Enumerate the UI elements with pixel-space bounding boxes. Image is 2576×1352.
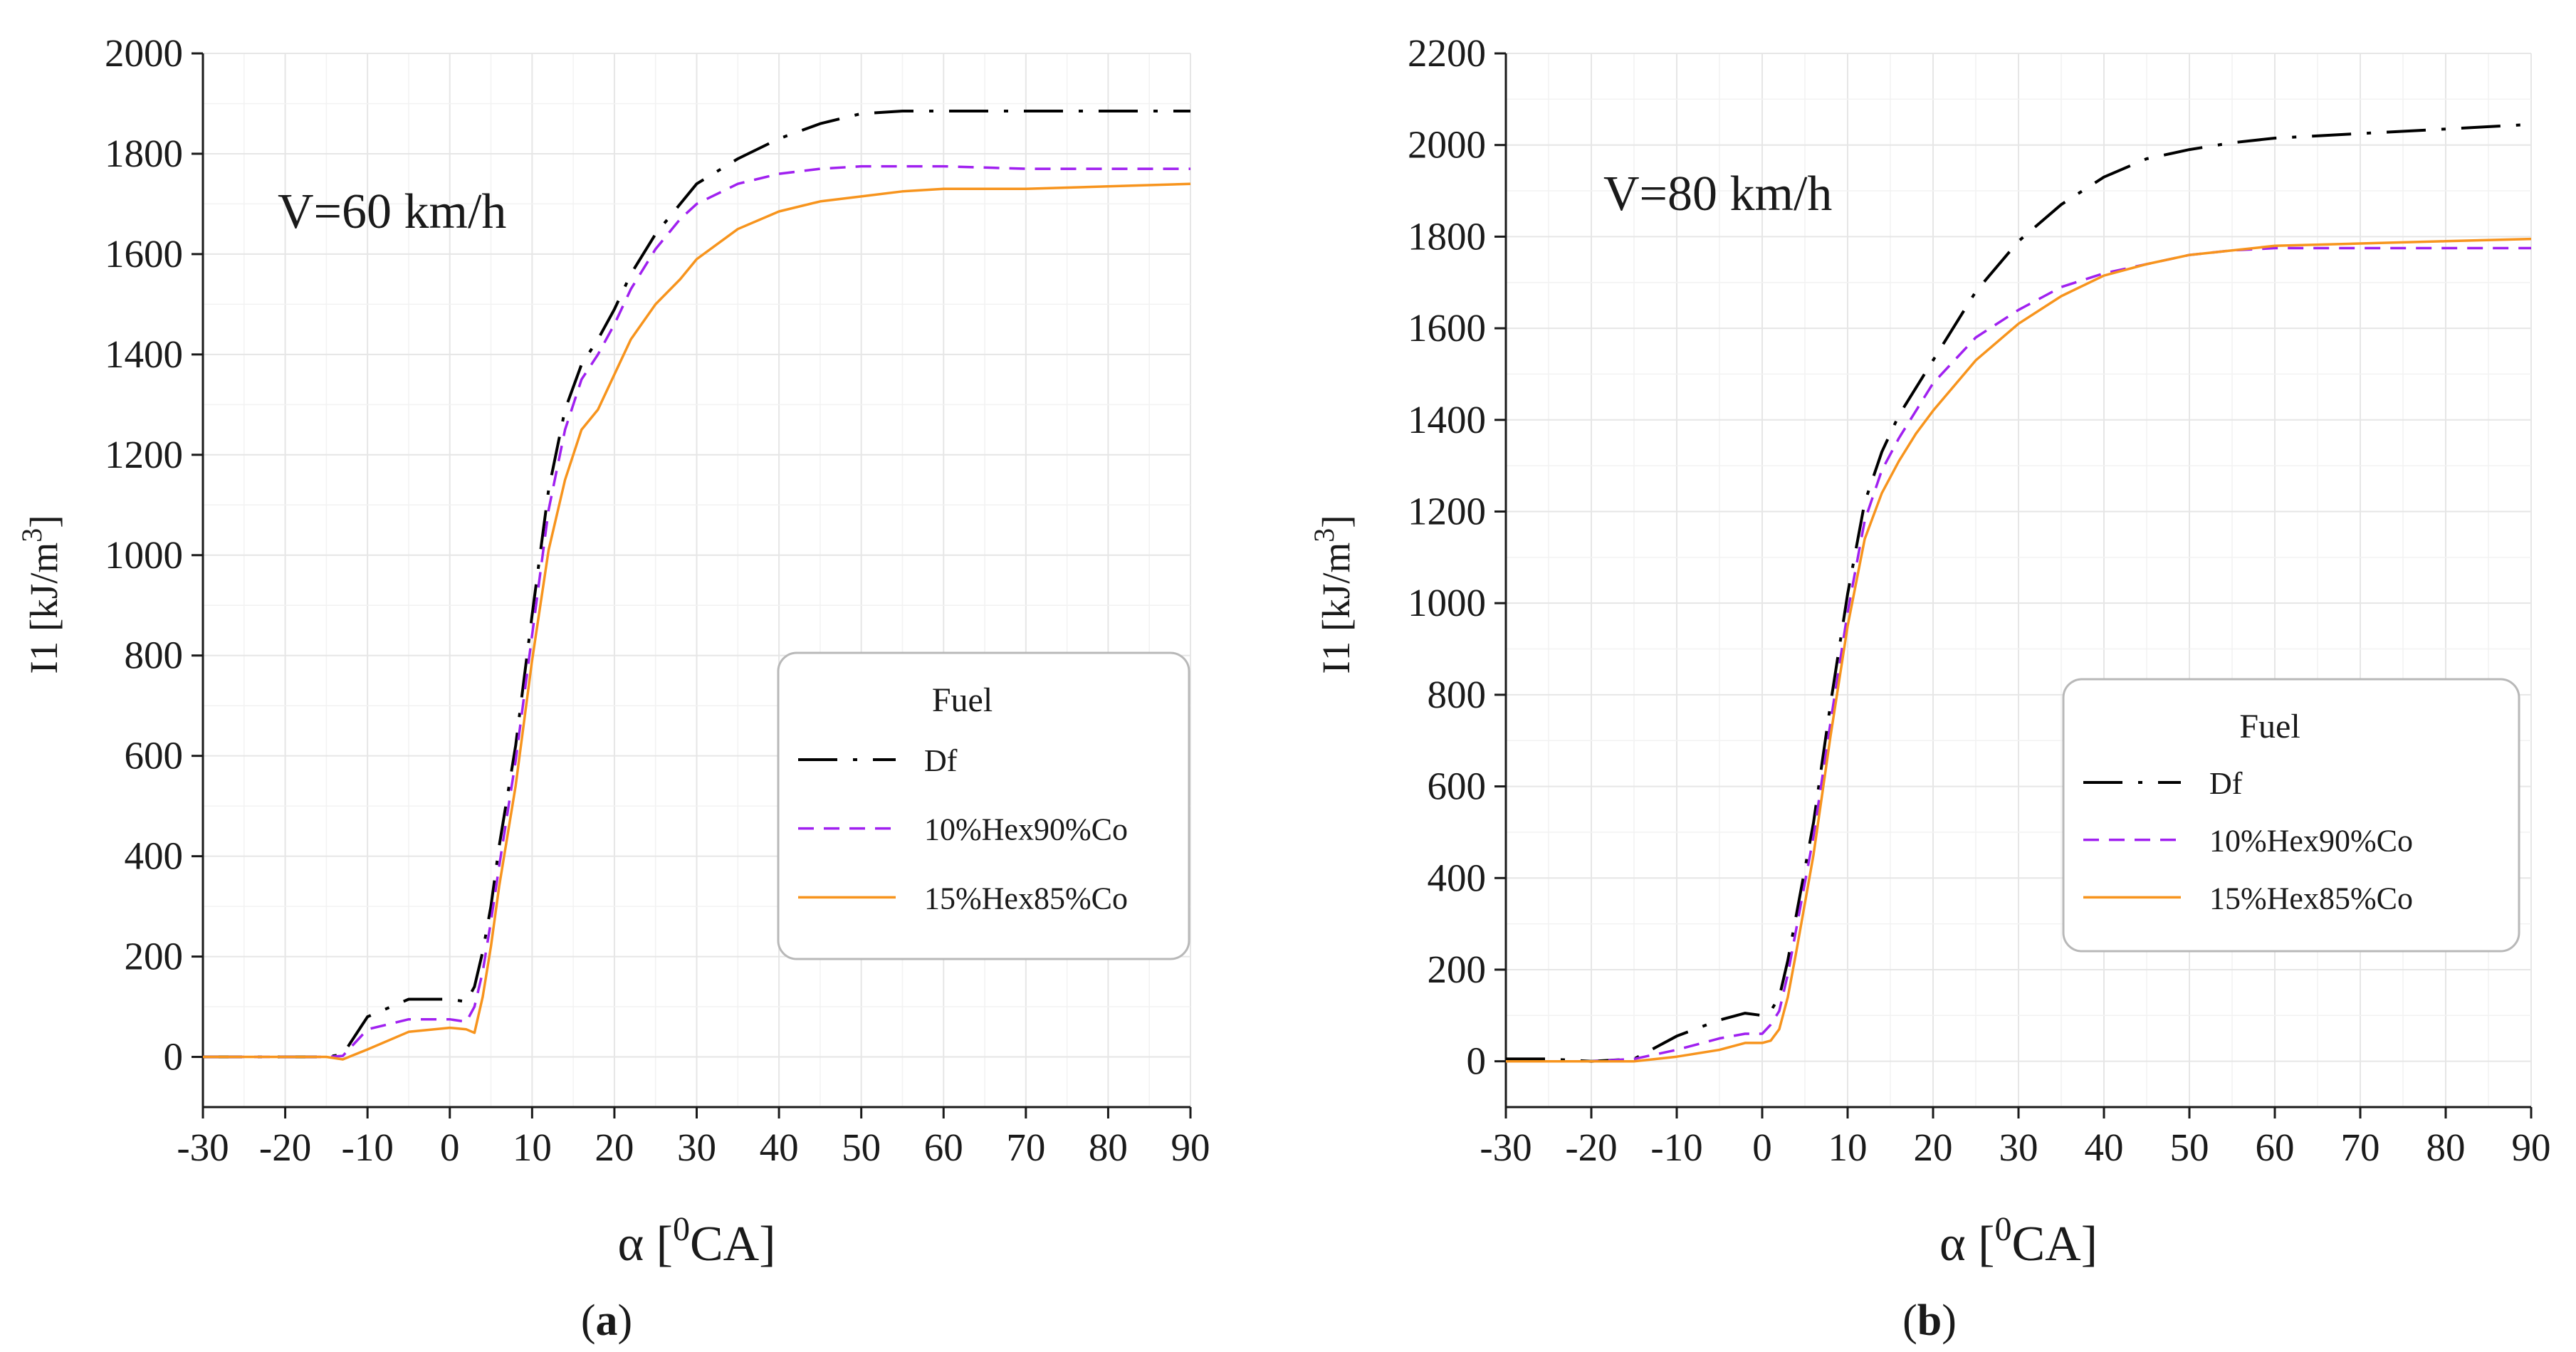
series-line-hex10 xyxy=(203,164,1190,1059)
x-tick-label: -30 xyxy=(177,1126,229,1169)
legend-entry-df: Df xyxy=(924,743,958,778)
y-tick-label: 1200 xyxy=(1408,489,1486,533)
x-tick-label: 90 xyxy=(1171,1126,1210,1169)
panel-caption: (b) xyxy=(1902,1296,1957,1345)
y-tick-label: 1600 xyxy=(105,232,183,276)
y-tick-label: 0 xyxy=(1467,1039,1487,1083)
x-axis-title-alpha: α xyxy=(617,1217,644,1272)
x-axis-title-open: [ xyxy=(644,1217,673,1272)
x-axis-title-unit: CA] xyxy=(690,1217,776,1272)
x-tick-label: 40 xyxy=(760,1126,799,1169)
legend-title: Fuel xyxy=(2239,708,2300,745)
legend-entry-hex15: 15%Hex85%Co xyxy=(924,881,1128,916)
y-tick-label: 0 xyxy=(164,1035,184,1079)
x-axis-title-alpha: α xyxy=(1939,1217,1966,1272)
x-tick-label: 10 xyxy=(513,1126,552,1169)
y-axis-title: I1 [kJ/m3] xyxy=(16,515,66,674)
legend: Fuel Df 10%Hex90%Co 15%Hex85%Co xyxy=(2062,678,2520,953)
x-tick-label: -10 xyxy=(342,1126,394,1169)
y-tick-label: 200 xyxy=(1428,948,1487,991)
caption-letter: a xyxy=(596,1296,618,1345)
speed-annotation: V=80 km/h xyxy=(1603,167,1832,221)
x-tick-label: 50 xyxy=(2170,1126,2209,1169)
x-tick-label: -20 xyxy=(1565,1126,1617,1169)
y-tick-label: 800 xyxy=(125,634,184,677)
y-tick-label: 1200 xyxy=(105,433,183,476)
gridlines xyxy=(1505,53,2532,1107)
x-axis-title: α [0CA] xyxy=(1939,1210,2098,1272)
x-tick-label: 50 xyxy=(842,1126,881,1169)
x-tick-label: -30 xyxy=(1480,1126,1532,1169)
x-tick-label: 70 xyxy=(1006,1126,1045,1169)
panel-caption: (a) xyxy=(581,1296,632,1345)
y-axis-title-sup: 3 xyxy=(16,528,48,543)
y-axis-title-close: ] xyxy=(1314,515,1358,528)
legend-box xyxy=(2062,678,2520,953)
y-tick-label: 1800 xyxy=(105,132,183,175)
x-tick-label: 10 xyxy=(1828,1126,1868,1169)
speed-annotation: V=60 km/h xyxy=(278,184,506,239)
y-tick-label: 1400 xyxy=(105,332,183,376)
x-tick-label: 30 xyxy=(677,1126,716,1169)
caption-letter: b xyxy=(1917,1296,1942,1345)
y-axis-title-main: I1 [kJ/m xyxy=(22,543,66,674)
x-axis-title: α [0CA] xyxy=(617,1210,775,1272)
x-axis-title-sup: 0 xyxy=(673,1210,690,1248)
x-tick-label: 80 xyxy=(2426,1126,2466,1169)
caption-open: ( xyxy=(581,1296,596,1345)
x-axis-title-open: [ xyxy=(1966,1217,1995,1272)
y-axis-title-main: I1 [kJ/m xyxy=(1314,543,1358,674)
y-tick-label: 2000 xyxy=(105,31,183,75)
legend-entry-hex10: 10%Hex90%Co xyxy=(2209,824,2413,859)
legend-entry-df: Df xyxy=(2209,766,2243,801)
series-group xyxy=(203,110,1191,1061)
series-group xyxy=(1506,122,2532,1063)
y-tick-label: 400 xyxy=(1428,856,1487,899)
y-tick-label: 1000 xyxy=(1408,581,1486,624)
x-axis-title-sup: 0 xyxy=(1994,1210,2011,1248)
y-axis-title: I1 [kJ/m3] xyxy=(1308,515,1358,674)
x-tick-label: 70 xyxy=(2341,1126,2380,1169)
y-axis-title-sup: 3 xyxy=(1308,528,1340,543)
y-tick-label: 600 xyxy=(1428,765,1487,808)
legend-entry-hex10: 10%Hex90%Co xyxy=(924,812,1128,847)
series-line-df xyxy=(1506,122,2532,1063)
x-tick-label: 30 xyxy=(1999,1126,2038,1169)
y-tick-label: 1400 xyxy=(1408,398,1486,441)
legend-title: Fuel xyxy=(932,681,993,719)
x-tick-label: 20 xyxy=(1914,1126,1953,1169)
x-tick-label: 60 xyxy=(924,1126,963,1169)
caption-open: ( xyxy=(1902,1296,1917,1345)
caption-close: ) xyxy=(618,1296,633,1345)
y-tick-label: 2000 xyxy=(1408,123,1486,167)
x-tick-label: 80 xyxy=(1089,1126,1128,1169)
x-tick-label: -20 xyxy=(259,1126,311,1169)
y-tick-label: 400 xyxy=(125,834,184,878)
x-tick-label: 20 xyxy=(595,1126,634,1169)
y-tick-label: 2200 xyxy=(1408,31,1486,75)
x-axis-title-unit: CA] xyxy=(2011,1217,2098,1272)
series-line-hex15 xyxy=(1506,237,2532,1063)
y-tick-label: 1600 xyxy=(1408,306,1486,350)
chart-panel-a: -30 -20 -10 0 10 20 30 40 50 60 70 80 90020040060080… xyxy=(16,31,1210,1345)
x-tick-label: 40 xyxy=(2085,1126,2124,1169)
y-tick-label: 1800 xyxy=(1408,214,1486,258)
y-tick-label: 600 xyxy=(125,734,184,777)
y-axis-title-close: ] xyxy=(22,515,66,528)
x-tick-label: 0 xyxy=(440,1126,460,1169)
chart-panel-b: -30 -20 -10 0 10 20 30 40 50 60 70 80 90020040060080… xyxy=(1308,31,2551,1345)
legend: Fuel Df 10%Hex90%Co 15%Hex85%Co xyxy=(777,651,1190,960)
caption-close: ) xyxy=(1942,1296,1957,1345)
series-line-hex15 xyxy=(203,182,1191,1061)
y-tick-label: 1000 xyxy=(105,533,183,577)
x-tick-label: 60 xyxy=(2256,1126,2295,1169)
legend-entry-hex15: 15%Hex85%Co xyxy=(2209,881,2413,916)
x-tick-label: 90 xyxy=(2512,1126,2551,1169)
y-tick-label: 800 xyxy=(1428,673,1487,716)
x-tick-label: -10 xyxy=(1650,1126,1702,1169)
legend-box xyxy=(777,651,1190,960)
y-tick-label: 200 xyxy=(125,935,184,978)
x-tick-label: 0 xyxy=(1752,1126,1772,1169)
